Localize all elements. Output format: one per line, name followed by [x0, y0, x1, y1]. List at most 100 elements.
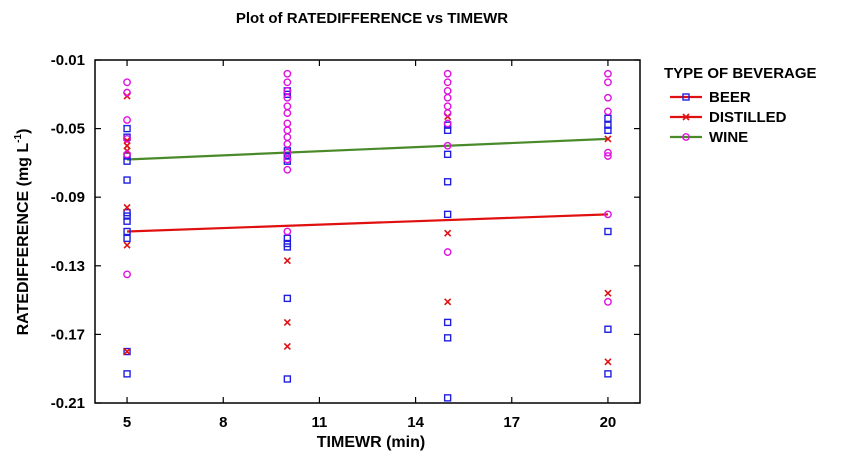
y-tick-label: -0.09 — [51, 189, 85, 206]
wine-point — [283, 227, 292, 236]
beer-point — [443, 334, 452, 342]
beer-point — [443, 318, 452, 327]
wine-point — [443, 86, 452, 95]
wine-point — [123, 78, 131, 87]
legend-item-distilled: DISTILLED — [670, 109, 787, 126]
beer-point — [604, 227, 612, 236]
beer-point — [604, 114, 612, 123]
fit-lines — [127, 137, 608, 233]
legend-item-wine: WINE — [670, 129, 748, 146]
x-tick-label: 11 — [311, 414, 327, 431]
distilled-point — [283, 318, 291, 326]
x-tick-label: 17 — [503, 414, 520, 431]
wine-series — [123, 69, 612, 306]
wine-point — [443, 93, 452, 102]
distilled-point — [444, 229, 452, 237]
beer-point — [283, 152, 292, 160]
y-tick-label: -0.21 — [51, 395, 85, 412]
wine-point — [123, 88, 131, 97]
y-axis-label-superscript: -1 — [13, 133, 24, 142]
wine-point — [443, 78, 452, 87]
distilled-point — [444, 298, 452, 306]
y-axis-label-main: RATEDIFFERENCE (mg L — [15, 143, 32, 336]
y-tick-label: -0.17 — [51, 326, 85, 343]
wine-point — [283, 155, 292, 164]
beer-point — [123, 347, 131, 356]
beer-point — [123, 212, 131, 220]
wine-point — [283, 78, 292, 87]
beer-point — [283, 375, 292, 383]
beer-point — [123, 370, 131, 378]
chart-title: Plot of RATEDIFFERENCE vs TIMEWR — [236, 10, 508, 27]
beer-point — [283, 90, 292, 99]
wine-point — [283, 69, 292, 78]
x-tick-label: 20 — [600, 414, 617, 431]
distilled-point — [604, 358, 612, 366]
beer-series — [123, 87, 612, 402]
beer-point — [123, 176, 131, 184]
beer-point — [283, 294, 292, 303]
wine-point — [283, 119, 292, 128]
distilled-point — [283, 257, 291, 265]
plot-frame — [94, 59, 641, 404]
beer-point — [604, 370, 612, 378]
legend-label: BEER — [709, 89, 751, 106]
legend-label: WINE — [709, 129, 748, 146]
legend-item-beer: BEER — [670, 89, 751, 106]
beer-point — [123, 124, 131, 133]
x-tick-label: 8 — [219, 414, 227, 431]
beer-fit-line — [127, 213, 608, 233]
y-axis-ticks: -0.01 -0.05 -0.09 -0.13 -0.17 -0.21 — [51, 52, 640, 412]
wine-point — [123, 150, 131, 159]
wine-point — [123, 116, 131, 124]
wine-point — [443, 109, 452, 118]
wine-point — [443, 248, 452, 256]
beer-point — [123, 217, 131, 225]
x-tick-label: 14 — [407, 414, 424, 431]
wine-point — [443, 141, 452, 150]
wine-point — [443, 102, 452, 111]
wine-point — [283, 93, 292, 102]
distilled-point — [123, 142, 131, 150]
y-tick-label: -0.01 — [51, 52, 85, 69]
distilled-point — [123, 137, 131, 145]
legend: TYPE OF BEVERAGE BEER DISTILLED WINE — [664, 65, 817, 146]
beer-point — [443, 394, 452, 402]
wine-point — [123, 134, 131, 143]
beer-point — [123, 227, 131, 236]
y-axis-label: RATEDIFFERENCE (mg L-1) — [13, 129, 32, 336]
beer-point — [443, 178, 452, 186]
wine-point — [604, 148, 612, 157]
beer-point — [443, 210, 452, 219]
wine-point — [604, 297, 612, 306]
wine-fit-line — [127, 137, 608, 161]
distilled-point — [604, 289, 612, 297]
distilled-point — [123, 203, 131, 212]
wine-point — [283, 165, 292, 174]
wine-point — [283, 140, 292, 148]
legend-label: DISTILLED — [709, 109, 787, 126]
wine-point — [283, 126, 292, 135]
beer-point — [604, 325, 612, 333]
wine-point — [604, 69, 612, 78]
y-tick-label: -0.13 — [51, 258, 85, 275]
x-tick-label: 5 — [123, 414, 131, 431]
distilled-point — [283, 342, 291, 350]
wine-point — [604, 210, 612, 219]
distilled-point — [123, 347, 131, 356]
data-markers — [123, 69, 612, 402]
wine-point — [443, 119, 452, 128]
wine-point — [604, 107, 612, 116]
legend-swatch-marker — [682, 133, 690, 141]
beer-point — [283, 243, 292, 251]
beer-point — [604, 121, 612, 129]
wine-point — [604, 78, 612, 87]
beer-point — [123, 234, 131, 243]
wine-point — [283, 109, 292, 118]
beer-point — [604, 126, 612, 135]
distilled-point — [604, 135, 612, 143]
x-axis-ticks: 5 8 11 14 17 20 — [123, 60, 616, 431]
x-axis-label: TIMEWR (min) — [317, 434, 425, 451]
legend-title: TYPE OF BEVERAGE — [664, 65, 817, 82]
